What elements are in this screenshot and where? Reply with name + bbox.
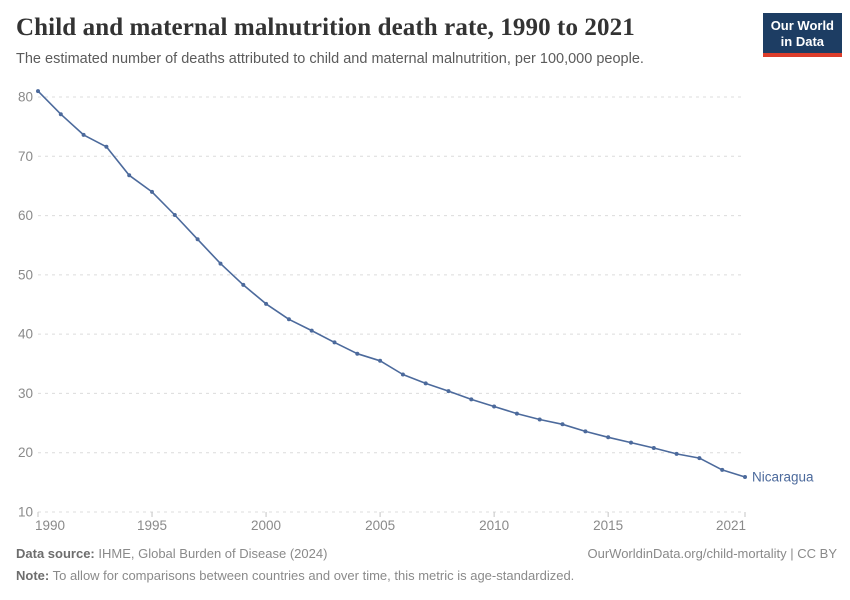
data-point[interactable]: [218, 261, 223, 266]
y-tick-label: 50: [18, 267, 33, 282]
x-tick-label: 2021: [716, 518, 746, 533]
data-point[interactable]: [195, 237, 200, 242]
data-point[interactable]: [264, 301, 269, 306]
owid-logo-line2: in Data: [780, 34, 825, 49]
data-point[interactable]: [720, 467, 725, 472]
data-point[interactable]: [674, 451, 679, 456]
data-point[interactable]: [127, 173, 132, 178]
footer-license-link[interactable]: OurWorldinData.org/child-mortality | CC …: [587, 546, 838, 561]
data-point[interactable]: [241, 282, 246, 287]
data-point[interactable]: [172, 213, 177, 217]
x-tick-label: 2010: [479, 518, 509, 533]
data-line[interactable]: [37, 90, 746, 478]
chart-subtitle: The estimated number of deaths attribute…: [16, 51, 644, 67]
data-point[interactable]: [150, 189, 154, 194]
series-end-label[interactable]: Nicaragua: [752, 470, 814, 485]
data-point[interactable]: [537, 417, 542, 422]
x-tick-label: 1990: [35, 518, 65, 533]
data-point[interactable]: [651, 446, 656, 450]
x-tick-label: 2000: [251, 518, 281, 533]
footer-note-text: To allow for comparisons between countri…: [49, 568, 575, 583]
y-tick-label: 20: [18, 445, 33, 460]
x-tick-label: 2015: [593, 518, 623, 533]
y-tick-label: 40: [18, 327, 33, 342]
data-point[interactable]: [332, 340, 337, 345]
data-point[interactable]: [36, 89, 40, 94]
footer-data-source-label: Data source:: [16, 546, 95, 561]
data-point[interactable]: [81, 132, 86, 137]
data-point[interactable]: [514, 411, 519, 416]
data-point[interactable]: [355, 351, 360, 356]
y-tick-label: 60: [18, 208, 33, 223]
data-point[interactable]: [560, 422, 565, 427]
data-point[interactable]: [58, 112, 63, 117]
y-tick-label: 10: [18, 505, 33, 520]
data-point[interactable]: [743, 475, 747, 479]
owid-logo[interactable]: Our World in Data: [762, 13, 842, 57]
footer-note: Note: To allow for comparisons between c…: [16, 568, 574, 583]
data-point[interactable]: [286, 317, 291, 322]
data-point[interactable]: [469, 397, 474, 402]
data-point[interactable]: [104, 144, 109, 149]
x-tick-label: 2005: [365, 518, 395, 533]
chart-title: Child and maternal malnutrition death ra…: [16, 14, 635, 41]
footer-note-label: Note:: [16, 568, 50, 583]
y-tick-label: 30: [18, 386, 33, 401]
data-point[interactable]: [400, 372, 405, 377]
data-point[interactable]: [629, 440, 633, 445]
data-point[interactable]: [446, 389, 451, 394]
footer-data-source-text: IHME, Global Burden of Disease (2024): [94, 546, 328, 561]
data-point[interactable]: [492, 404, 497, 409]
owid-logo-line1: Our World: [770, 18, 834, 33]
data-point[interactable]: [697, 456, 702, 461]
data-point[interactable]: [583, 429, 588, 434]
y-tick-label: 70: [18, 149, 33, 164]
data-point[interactable]: [378, 358, 383, 363]
y-tick-label: 80: [18, 90, 33, 105]
footer-data-source: Data source: IHME, Global Burden of Dise…: [16, 546, 327, 561]
data-point[interactable]: [606, 435, 611, 440]
data-point[interactable]: [423, 381, 428, 386]
line-chart-plot-area[interactable]: 10 20 30 40 50 60 70 80 1990 1995 2000 2005 2010 2015…: [0, 80, 850, 540]
data-point[interactable]: [309, 328, 314, 333]
x-tick-label: 1995: [137, 518, 167, 533]
